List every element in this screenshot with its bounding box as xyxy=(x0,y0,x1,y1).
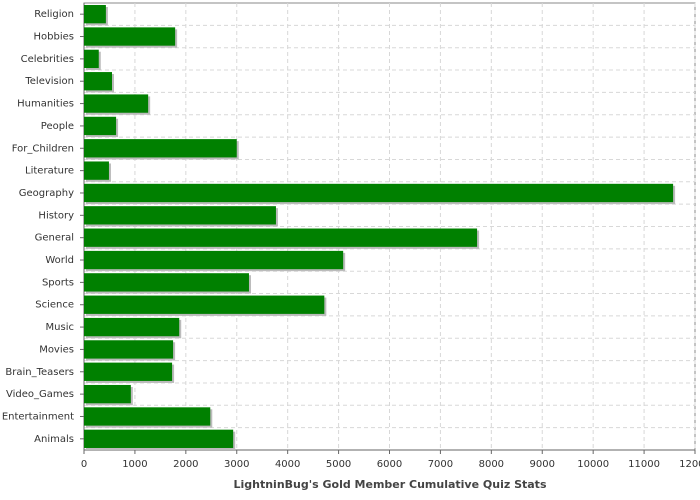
x-tick-label: 12000 xyxy=(679,459,700,470)
y-tick-label: Brain_Teasers xyxy=(5,367,74,378)
x-tick-label: 2000 xyxy=(173,459,198,470)
x-tick-label: 3000 xyxy=(224,459,249,470)
bar xyxy=(84,72,113,91)
x-tick-label: 9000 xyxy=(530,459,555,470)
bar xyxy=(84,161,109,180)
bar xyxy=(84,27,176,46)
x-tick-label: 10000 xyxy=(577,459,609,470)
bar xyxy=(84,206,276,225)
y-tick-label: Sports xyxy=(42,277,74,288)
bar xyxy=(84,429,234,448)
bar xyxy=(84,362,173,381)
bar xyxy=(84,94,149,113)
y-tick-label: General xyxy=(35,233,74,244)
bar xyxy=(84,295,325,314)
y-tick-label: Music xyxy=(46,322,74,333)
y-tick-label: Entertainment xyxy=(2,411,74,422)
y-tick-label: History xyxy=(38,210,74,221)
y-tick-label: Movies xyxy=(39,344,74,355)
bar xyxy=(84,183,674,203)
y-tick-label: Literature xyxy=(25,166,74,177)
x-tick-label: 7000 xyxy=(428,459,453,470)
y-tick-label: Geography xyxy=(19,188,74,199)
bar xyxy=(84,273,249,292)
y-tick-label: People xyxy=(41,121,74,132)
bar xyxy=(84,250,344,270)
y-tick-label: Animals xyxy=(34,434,74,445)
x-tick-label: 11000 xyxy=(628,459,660,470)
x-tick-label: 4000 xyxy=(275,459,300,470)
x-axis-label: LightninBug's Gold Member Cumulative Qui… xyxy=(233,478,546,491)
y-tick-label: For_Children xyxy=(12,143,74,154)
y-tick-label: World xyxy=(45,255,74,266)
bar xyxy=(84,384,131,404)
bar xyxy=(84,228,478,247)
y-tick-label: Celebrities xyxy=(21,54,74,65)
x-tick-label: 8000 xyxy=(479,459,504,470)
y-tick-label: Hobbies xyxy=(34,32,74,43)
y-tick-label: Video_Games xyxy=(6,389,74,400)
x-tick-label: 5000 xyxy=(326,459,351,470)
x-tick-label: 6000 xyxy=(377,459,402,470)
y-tick-label: Science xyxy=(35,300,74,311)
bar xyxy=(84,317,180,337)
y-tick-label: Humanities xyxy=(17,99,74,110)
x-tick-label: 1000 xyxy=(122,459,147,470)
bar xyxy=(84,116,117,136)
y-tick-label: Television xyxy=(24,76,74,87)
bar xyxy=(84,340,174,359)
x-tick-label: 0 xyxy=(81,459,87,470)
bar xyxy=(84,49,99,69)
bar xyxy=(84,5,106,24)
bar xyxy=(84,139,237,158)
bar xyxy=(84,407,211,426)
y-tick-label: Religion xyxy=(34,9,74,20)
